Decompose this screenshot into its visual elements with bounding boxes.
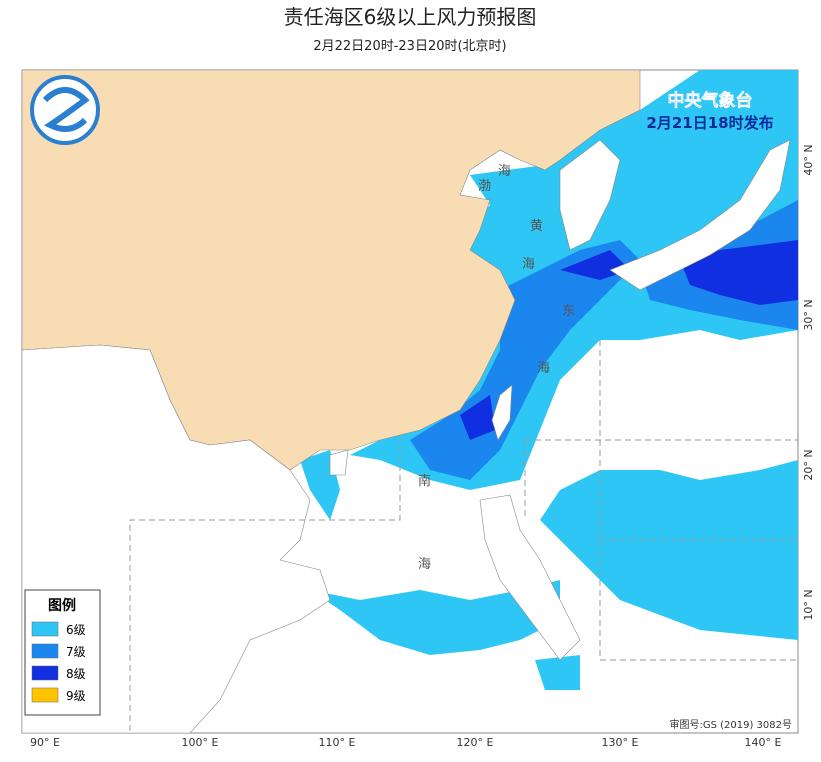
philippines-land — [479, 494, 581, 661]
longitude-label: 140° E — [745, 736, 782, 749]
zone-level-8 — [460, 395, 495, 440]
sea-label: 海 — [418, 557, 431, 572]
subtitle: 2月22日20时-23日20时(北京时) — [313, 39, 506, 54]
map-area: 渤 海 黄 海 东 海 南 海 中央气象台 2月21日18时发布 审图号:GS … — [21, 69, 799, 734]
approval-number: 审图号:GS (2019) 3082号 — [669, 718, 792, 731]
sea-label: 海 — [522, 257, 535, 272]
japan-land — [609, 139, 791, 291]
longitude-label: 120° E — [457, 736, 494, 749]
legend-swatch — [31, 687, 59, 703]
zone-level-8 — [560, 250, 630, 280]
latitude-label: 40° N — [802, 144, 815, 175]
issue-time: 2月21日18时发布 — [646, 114, 773, 132]
title: 责任海区6级以上风力预报图 — [284, 5, 537, 29]
legend-title: 图例 — [48, 597, 76, 614]
taiwan-land — [491, 384, 513, 441]
boundary — [129, 435, 401, 733]
logo — [30, 75, 100, 145]
legend-swatch — [31, 643, 59, 659]
boundary — [599, 340, 798, 661]
logo-mark — [42, 87, 90, 132]
zone-level-8 — [680, 240, 798, 305]
issuer-name: 中央气象台 — [668, 90, 753, 111]
latitude-labels: 10° N 20° N 30° N 40° N — [802, 144, 815, 620]
longitude-label: 130° E — [602, 736, 639, 749]
legend-items: 6级 7级 8级 9级 — [31, 621, 86, 703]
longitude-label: 110° E — [319, 736, 356, 749]
hainan-land — [329, 449, 349, 476]
latitude-label: 20° N — [802, 449, 815, 480]
longitude-labels: 90° E 100° E 110° E 120° E 130° E 140° E — [30, 736, 781, 749]
sea-label: 东 — [562, 304, 575, 319]
zone-level-6 — [310, 580, 560, 655]
sea-label: 渤 — [478, 178, 491, 194]
legend-label: 6级 — [66, 623, 86, 637]
korea-land — [559, 139, 621, 251]
logo-ring — [30, 75, 100, 145]
sea-label: 海 — [498, 164, 511, 179]
legend-label: 8级 — [66, 667, 86, 681]
latitude-label: 10° N — [802, 589, 815, 620]
legend: 图例 6级 7级 8级 9级 — [24, 589, 101, 716]
legend-label: 7级 — [66, 645, 86, 659]
legend-label: 9级 — [66, 689, 86, 703]
longitude-label: 90° E — [30, 736, 60, 749]
sea-area-boundaries — [129, 340, 798, 733]
sea-label: 黄 — [530, 219, 543, 234]
legend-swatch — [31, 621, 59, 637]
sea-labels: 渤 海 黄 海 东 海 南 海 — [418, 164, 575, 572]
sea-label: 南 — [418, 473, 431, 489]
longitude-label: 100° E — [182, 736, 219, 749]
latitude-label: 30° N — [802, 299, 815, 330]
zone-level-6 — [350, 70, 798, 640]
legend-swatch — [31, 665, 59, 681]
sea-label: 海 — [537, 361, 550, 376]
zone-level-6 — [535, 655, 580, 690]
